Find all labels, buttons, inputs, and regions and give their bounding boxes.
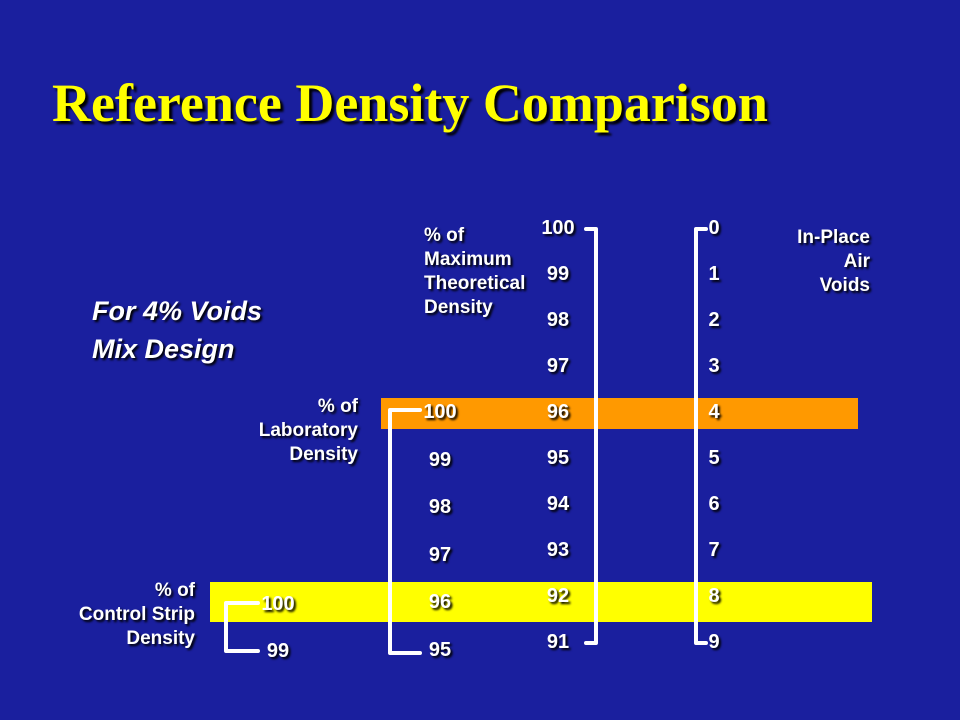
mtd-scale-label: % of Maximum Theoretical Density xyxy=(424,224,525,320)
voids-scale-value: 4 xyxy=(708,401,720,423)
label-line: Air xyxy=(843,251,870,272)
voids-scale-value: 7 xyxy=(708,539,720,561)
voids-scale-value: 6 xyxy=(708,493,720,515)
voids-scale-value: 9 xyxy=(708,631,720,653)
voids-scale-value: 1 xyxy=(708,263,720,285)
lab-scale-value: 97 xyxy=(428,543,452,566)
cs-scale-value: 99 xyxy=(266,640,290,662)
label-line: Density xyxy=(289,444,358,465)
label-line: Voids xyxy=(819,275,870,296)
voids-scale-value: 5 xyxy=(708,447,720,469)
laboratory-density-band xyxy=(381,398,858,429)
lab-scale-value: 95 xyxy=(428,638,452,661)
label-line: % of xyxy=(317,396,358,417)
lab-scale-value: 100 xyxy=(423,401,457,423)
control-strip-scale-label: % of Control Strip Density xyxy=(40,579,195,651)
label-line: % of xyxy=(154,580,195,601)
cs-scale-bracket xyxy=(224,601,260,653)
mtd-scale-value: 97 xyxy=(546,355,570,377)
lab-density-scale-label: % of Laboratory Density xyxy=(210,395,358,467)
voids-scale-value: 2 xyxy=(708,309,720,331)
mix-design-note: For 4% Voids Mix Design xyxy=(92,292,262,368)
lab-scale-value: 99 xyxy=(428,448,452,471)
mtd-scale-value: 91 xyxy=(546,631,570,653)
label-line: Control Strip xyxy=(78,604,195,625)
mtd-scale-value: 100 xyxy=(541,217,575,239)
lab-scale-value: 98 xyxy=(428,496,452,518)
label-line: Maximum xyxy=(424,249,512,270)
note-line: For 4% Voids xyxy=(92,296,263,326)
label-line: % of xyxy=(424,225,465,246)
mtd-scale-value: 95 xyxy=(546,447,570,469)
label-line: In-Place xyxy=(797,227,870,248)
cs-scale-value: 100 xyxy=(261,593,295,615)
lab-scale-bracket xyxy=(388,408,422,655)
voids-scale-value: 3 xyxy=(708,355,720,377)
label-line: Density xyxy=(424,297,493,318)
slide-title: Reference Density Comparison xyxy=(52,73,768,133)
voids-scale-value: 0 xyxy=(708,217,720,239)
mtd-scale-bracket xyxy=(584,227,598,645)
mtd-scale-value: 98 xyxy=(546,309,570,331)
voids-scale-bracket xyxy=(694,227,708,645)
control-strip-band xyxy=(210,582,872,622)
mtd-scale-value: 92 xyxy=(546,585,570,607)
voids-scale-value: 8 xyxy=(708,585,720,607)
mtd-scale-value: 99 xyxy=(546,263,570,285)
lab-scale-value: 96 xyxy=(428,591,452,613)
air-voids-scale-label: In-Place Air Voids xyxy=(768,226,870,298)
label-line: Density xyxy=(126,628,195,649)
mtd-scale-value: 96 xyxy=(546,401,570,423)
mtd-scale-value: 93 xyxy=(546,539,570,561)
label-line: Laboratory xyxy=(258,420,358,441)
mtd-scale-value: 94 xyxy=(546,493,570,515)
note-line: Mix Design xyxy=(92,334,235,364)
label-line: Theoretical xyxy=(424,273,526,294)
